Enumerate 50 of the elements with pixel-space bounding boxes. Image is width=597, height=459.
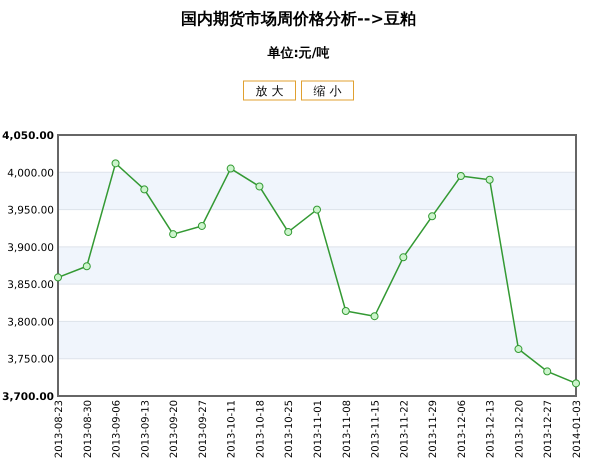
x-tick-label: 2013-11-01 xyxy=(313,400,324,458)
point xyxy=(370,312,379,320)
point xyxy=(543,367,552,376)
x-tick-label: 2013-10-25 xyxy=(284,400,296,458)
point xyxy=(342,306,350,315)
point xyxy=(486,176,494,184)
x-tick-label: 2013-12-06 xyxy=(456,400,468,458)
point xyxy=(572,379,580,388)
point xyxy=(54,273,62,282)
point xyxy=(399,253,408,262)
point xyxy=(169,230,178,238)
x-tick-label: 2013-09-27 xyxy=(198,400,209,458)
point xyxy=(226,164,235,173)
x-tick-label: 2013-08-23 xyxy=(54,400,65,458)
point xyxy=(198,222,206,230)
x-tick-label: 2013-11-22 xyxy=(399,400,410,458)
button: 放 大 xyxy=(243,80,296,100)
y-tick-label: 3,700.00 xyxy=(2,391,54,403)
x-tick-label: 2013-09-06 xyxy=(112,400,123,458)
x-tick-label: 2013-12-27 xyxy=(543,400,554,458)
y-tick-label: 3,850.00 xyxy=(7,279,54,292)
button: 缩 小 xyxy=(301,80,354,100)
x-tick-label: 2013-10-11 xyxy=(226,400,238,458)
x-tick-label: 2013-12-20 xyxy=(514,400,526,458)
x-tick-label: 2013-12-13 xyxy=(486,400,497,458)
y-tick-label: 3,750.00 xyxy=(7,354,54,366)
y-tick-label: 4,050.00 xyxy=(2,130,54,142)
point xyxy=(313,206,321,214)
y-tick-label: 3,950.00 xyxy=(7,204,54,217)
chart-subtitle: 单位:元/吨 xyxy=(266,45,330,61)
x-tick-label: 2014-01-03 xyxy=(572,400,583,458)
x-tick-label: 2013-10-18 xyxy=(255,400,266,458)
y-tick-label: 3,900.00 xyxy=(7,242,54,254)
x-tick-label: 2013-11-08 xyxy=(342,400,353,458)
point xyxy=(456,172,465,180)
x-tick-label: 2013-08-30 xyxy=(82,400,94,458)
x-tick-label: 2013-09-20 xyxy=(169,400,180,458)
x-tick-label: 2013-11-29 xyxy=(428,400,440,458)
point xyxy=(514,345,522,354)
x-tick-label: 2013-09-13 xyxy=(140,400,152,458)
chart-title: 国内期货市场周价格分析-->豆粕 xyxy=(181,9,416,28)
point xyxy=(428,212,436,220)
point xyxy=(82,262,91,270)
x-tick-label: 2013-11-15 xyxy=(370,400,382,458)
y-tick-label: 3,800.00 xyxy=(7,316,54,328)
point xyxy=(112,159,120,168)
point xyxy=(284,228,292,236)
point xyxy=(255,182,264,190)
y-tick-label: 4,000.00 xyxy=(7,167,54,180)
point xyxy=(140,185,148,194)
